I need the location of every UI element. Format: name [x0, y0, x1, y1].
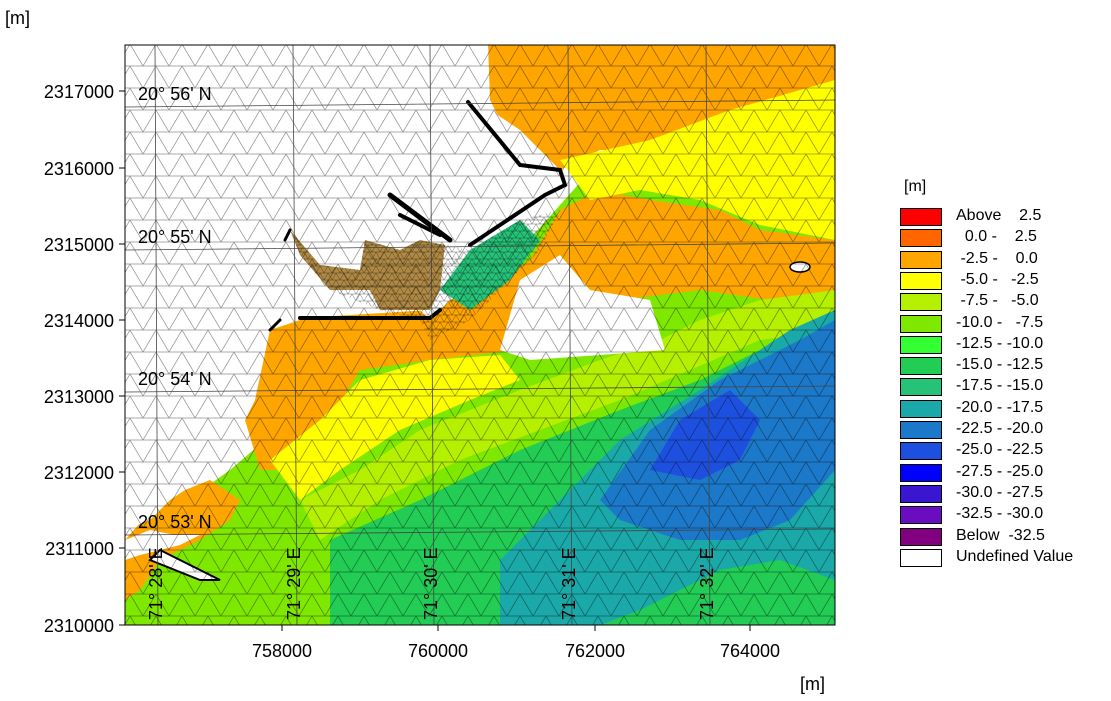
legend-label: Above 2.5 [956, 207, 1042, 224]
y-tick-label: 2313000 [44, 387, 114, 407]
legend-label: Below -32.5 [956, 526, 1045, 544]
legend-item: 0.0 - 2.5 [900, 227, 1111, 248]
legend-item: -20.0 - -17.5 [900, 398, 1111, 419]
y-tick-label: 2315000 [44, 235, 114, 255]
legend-item: Below -32.5 [900, 526, 1111, 547]
legend-item: -27.5 - -25.0 [900, 462, 1111, 483]
y-tick-label: 2311000 [45, 539, 114, 559]
legend-label: -30.0 - -27.5 [956, 483, 1044, 501]
legend-swatch [900, 527, 942, 546]
legend-label: -20.0 - -17.5 [956, 398, 1044, 416]
legend-label: -32.5 - -30.0 [956, 505, 1044, 523]
legend-item: -7.5 - -5.0 [900, 291, 1111, 312]
legend-label: 0.0 - 2.5 [956, 228, 1037, 246]
y-tick-label: 2317000 [44, 82, 114, 102]
legend-item: -15.0 - -12.5 [900, 355, 1111, 376]
legend-label: Undefined Value [956, 547, 1074, 565]
legend-swatch [900, 484, 942, 503]
legend-swatch [900, 399, 942, 418]
breakwaters [268, 100, 568, 332]
legend-item: -12.5 - -10.0 [900, 334, 1111, 355]
legend-swatch [900, 421, 942, 439]
fine-mesh-port [290, 210, 560, 340]
lon-label: 71° 32' E [697, 547, 717, 620]
legend-swatch [900, 208, 942, 226]
legend-item: -2.5 - 0.0 [900, 249, 1111, 270]
legend-label: -27.5 - -25.0 [956, 462, 1044, 480]
legend-item: -32.5 - -30.0 [900, 504, 1111, 525]
lon-label: 71° 29' E [284, 547, 304, 620]
lat-label: 20° 54' N [138, 369, 212, 389]
legend-swatch [900, 293, 942, 312]
y-tick-label: 2310000 [44, 616, 114, 636]
x-axis-unit: [m] [800, 674, 825, 694]
legend-swatch [900, 271, 942, 290]
y-ticks [119, 90, 125, 626]
y-tick-label: 2312000 [44, 463, 114, 483]
legend-swatch [900, 229, 942, 248]
lon-label: 71° 30' E [421, 547, 441, 620]
lon-label: 71° 28' E [146, 547, 166, 620]
legend-label: -2.5 - 0.0 [956, 249, 1038, 267]
plot-frame [124, 44, 836, 626]
legend-swatch [900, 335, 942, 354]
legend-swatch [900, 548, 942, 567]
legend-swatch [900, 442, 942, 461]
x-ticks [281, 625, 751, 631]
legend-label: -17.5 - -15.0 [956, 377, 1044, 395]
legend-swatch [900, 506, 942, 525]
legend-swatch [900, 463, 942, 482]
legend-swatch [900, 357, 942, 376]
legend-item: -10.0 - -7.5 [900, 313, 1111, 334]
lat-label: 20° 55' N [138, 227, 212, 247]
legend-title: [m] [904, 178, 927, 195]
x-tick-label: 762000 [565, 641, 625, 661]
lon-label: 71° 31' E [559, 547, 579, 620]
lat-label: 20° 56' N [138, 84, 212, 104]
legend-label: -22.5 - -20.0 [956, 420, 1044, 437]
y-tick-label: 2314000 [44, 311, 114, 331]
legend-item: -17.5 - -15.0 [900, 376, 1111, 397]
legend-item: -5.0 - -2.5 [900, 270, 1111, 291]
legend-label: -7.5 - -5.0 [956, 292, 1039, 310]
legend-swatch [900, 378, 942, 397]
legend-label: -25.0 - -22.5 [956, 441, 1044, 459]
graticule [124, 44, 836, 626]
x-tick-label: 758000 [252, 641, 312, 661]
x-tick-label: 760000 [408, 641, 468, 661]
y-tick-label: 2316000 [44, 159, 114, 179]
legend-item: Undefined Value [900, 547, 1111, 568]
legend-item: -25.0 - -22.5 [900, 440, 1111, 461]
x-tick-label: 764000 [720, 641, 780, 661]
map-plot-area [125, 45, 835, 625]
legend-swatch [900, 250, 942, 269]
legend-label: -15.0 - -12.5 [956, 356, 1044, 374]
lat-label: 20° 53' N [138, 512, 212, 532]
legend-item: -30.0 - -27.5 [900, 483, 1111, 504]
mesh-overlay [125, 45, 835, 625]
legend-label: -5.0 - -2.5 [956, 270, 1039, 288]
legend-swatch [900, 314, 942, 333]
legend-label: -10.0 - -7.5 [956, 313, 1044, 331]
y-axis-unit: [m] [5, 8, 30, 28]
legend-item: Above 2.5 [900, 206, 1111, 227]
legend-label: -12.5 - -10.0 [956, 334, 1044, 352]
legend-item: -22.5 - -20.0 [900, 419, 1111, 440]
